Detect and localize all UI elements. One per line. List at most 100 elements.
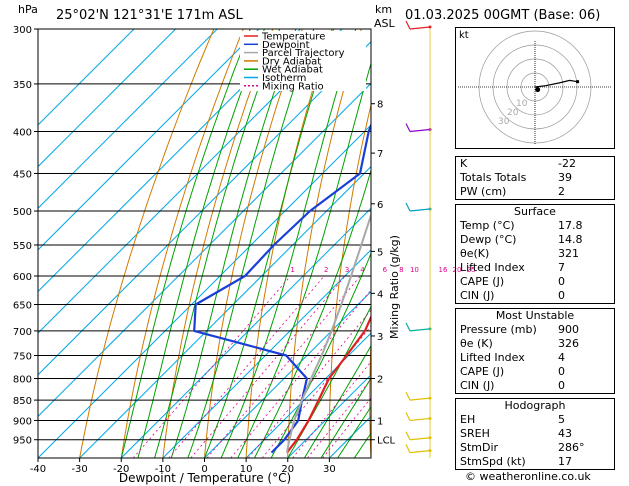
hodograph-kt-label: kt <box>459 30 469 41</box>
mixing-ratio-label: 4 <box>360 266 365 274</box>
index-row: Totals Totals 39 <box>456 171 614 185</box>
surface-label: Dewp (°C) <box>460 233 517 246</box>
mixing-ratio-axis-label: Mixing Ratio (g/kg) <box>388 235 401 339</box>
hodograph-stat-row: SREH 43 <box>456 427 614 441</box>
index-value: -22 <box>558 157 576 170</box>
height-tick-label: 5 <box>377 247 383 258</box>
x-axis-label: Dewpoint / Temperature (°C) <box>119 471 291 485</box>
asl-label: ASL <box>374 17 395 30</box>
wind-barb <box>409 26 431 30</box>
hodograph-ring-label: 30 <box>498 117 510 127</box>
wet-adiabat-line <box>204 29 335 458</box>
hodograph-stat-row: StmSpd (kt) 17 <box>456 455 614 469</box>
temperature-tick-label: 10 <box>240 464 253 475</box>
isotherm-line <box>38 29 135 126</box>
most-unstable-box: Most Unstable Pressure (mb) 900 θe (K) 326 L… <box>455 308 615 394</box>
pressure-tick-label: 900 <box>13 416 32 427</box>
most-unstable-label: Lifted Index <box>460 351 525 364</box>
legend-label: Wet Adiabat <box>262 65 323 76</box>
wet-adiabat-line <box>137 29 266 458</box>
hodograph-ring-label: 20 <box>507 108 519 118</box>
wet-adiabat-line <box>303 344 371 458</box>
temperature-tick-label: -20 <box>113 464 129 475</box>
wind-barb-flag <box>405 391 411 401</box>
pressure-tick-label: 300 <box>13 25 32 36</box>
pressure-tick-label: 600 <box>13 272 32 283</box>
isotherm-line <box>38 29 302 293</box>
height-tick-label: 1 <box>377 416 383 427</box>
wet-adiabat-line <box>270 252 371 458</box>
temperature-tick-label: 30 <box>323 464 336 475</box>
wind-barb-flag <box>405 123 411 132</box>
legend-label: Parcel Trajectory <box>262 48 345 59</box>
temperature-tick-label: 20 <box>281 464 294 475</box>
dry-adiabat-line <box>621 17 629 458</box>
storm-motion-marker <box>535 87 541 93</box>
temperature-tick-label: 0 <box>201 464 207 475</box>
most-unstable-value: 0 <box>558 379 565 392</box>
dry-adiabat-line <box>287 29 362 458</box>
isotherm-line <box>38 29 260 251</box>
km-label: km <box>375 3 393 16</box>
isotherm-line <box>38 29 177 168</box>
hodograph-stat-row: StmDir 286° <box>456 441 614 455</box>
legend-background <box>240 31 366 91</box>
isotherm-line <box>38 29 218 209</box>
surface-box: Surface Temp (°C) 17.8 Dewp (°C) 14.8 θe(K) 3… <box>455 204 615 304</box>
mixing-ratio-line <box>247 309 371 458</box>
surface-row: Dewp (°C) 14.8 <box>456 233 614 247</box>
mixing-ratio-label: 1 <box>290 266 294 274</box>
wind-barb-flag <box>405 20 411 30</box>
isotherm-line <box>245 332 371 458</box>
height-tick-label: 2 <box>377 374 383 385</box>
pressure-tick-label: 350 <box>13 80 32 91</box>
wind-barb <box>409 437 431 441</box>
pressure-tick-label: 700 <box>13 327 32 338</box>
wind-barb <box>409 328 431 332</box>
pressure-tick-label: 500 <box>13 207 32 218</box>
mixing-ratio-label: 20 <box>453 266 462 274</box>
most-unstable-row: θe (K) 326 <box>456 337 614 351</box>
temperature-tick-label: -40 <box>30 464 46 475</box>
surface-value: 7 <box>558 261 565 274</box>
mixing-ratio-label: 3 <box>345 266 349 274</box>
series-dewpoint <box>193 122 371 454</box>
isotherm-line <box>79 165 371 458</box>
height-tick-label: LCL <box>377 436 396 447</box>
surface-title: Surface <box>514 205 556 218</box>
index-value: 2 <box>558 185 565 198</box>
wind-barb-flag <box>405 412 411 421</box>
surface-label: θe(K) <box>460 247 490 260</box>
hodograph-stat-label: SREH <box>460 427 490 440</box>
height-tick-label: 4 <box>377 289 383 300</box>
hodograph-title: Hodograph <box>504 399 566 412</box>
surface-row: Temp (°C) 17.8 <box>456 219 614 233</box>
index-label: PW (cm) <box>460 185 507 198</box>
surface-row: CAPE (J) 0 <box>456 275 614 289</box>
surface-value: 0 <box>558 289 565 302</box>
wind-barb <box>409 450 431 454</box>
wet-adiabat-line <box>170 29 297 458</box>
height-tick-label: 6 <box>377 200 383 211</box>
index-row: PW (cm) 2 <box>456 185 614 199</box>
surface-row: θe(K) 321 <box>456 247 614 261</box>
surface-label: Temp (°C) <box>460 219 515 232</box>
legend-label: Temperature <box>261 32 325 43</box>
temperature-tick-label: -10 <box>155 464 171 475</box>
wet-adiabat-line <box>253 168 371 458</box>
isotherm-line <box>162 249 371 458</box>
pressure-tick-label: 800 <box>13 374 32 385</box>
dry-adiabat-line <box>79 29 215 458</box>
pressure-tick-label: 550 <box>13 241 32 252</box>
surface-label: CIN (J) <box>460 289 495 302</box>
most-unstable-value: 4 <box>558 351 565 364</box>
surface-value: 14.8 <box>558 233 583 246</box>
station-location: 25°02'N 121°31'E 171m ASL <box>56 8 243 23</box>
indices-box: K -22 Totals Totals 39 PW (cm) 2 <box>455 156 615 200</box>
surface-value: 17.8 <box>558 219 583 232</box>
wind-barb <box>409 208 431 212</box>
most-unstable-row: Pressure (mb) 900 <box>456 323 614 337</box>
datetime-label: 01.03.2025 00GMT (Base: 06) <box>405 8 601 23</box>
